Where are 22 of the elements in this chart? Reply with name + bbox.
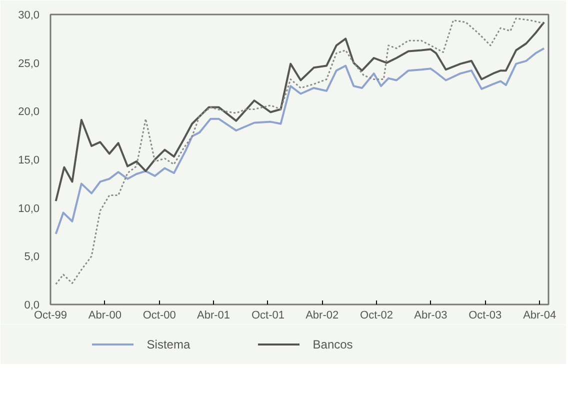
x-tick-label: Oct-03 <box>468 310 502 322</box>
x-tick-label: Oct-01 <box>251 310 284 322</box>
x-tick-label: Abr-01 <box>197 310 230 322</box>
line-series <box>54 47 546 235</box>
y-tick-label: 10,0 <box>18 202 40 215</box>
y-tick-label: 20,0 <box>18 106 40 118</box>
y-tick-label: 30,0 <box>18 10 40 22</box>
line-series <box>55 18 544 285</box>
line-series <box>54 21 546 202</box>
x-tick-label: Oct-02 <box>360 310 394 322</box>
x-tick-label: Abr-00 <box>88 310 122 322</box>
y-tick-label: 0,0 <box>24 300 40 312</box>
legend-label: Sistema <box>146 338 190 352</box>
x-tick-label: Oct-00 <box>142 310 176 322</box>
y-tick-label: 5,0 <box>24 251 40 264</box>
y-tick-label: 15,0 <box>18 154 40 166</box>
x-tick-label: Abr-04 <box>523 310 556 322</box>
x-tick-label: Oct-99 <box>34 310 68 322</box>
y-tick-label: 25,0 <box>18 58 40 70</box>
legend-label: Bancos <box>312 338 353 352</box>
x-tick-label: Abr-02 <box>306 310 339 322</box>
x-tick-label: Abr-03 <box>414 310 448 322</box>
